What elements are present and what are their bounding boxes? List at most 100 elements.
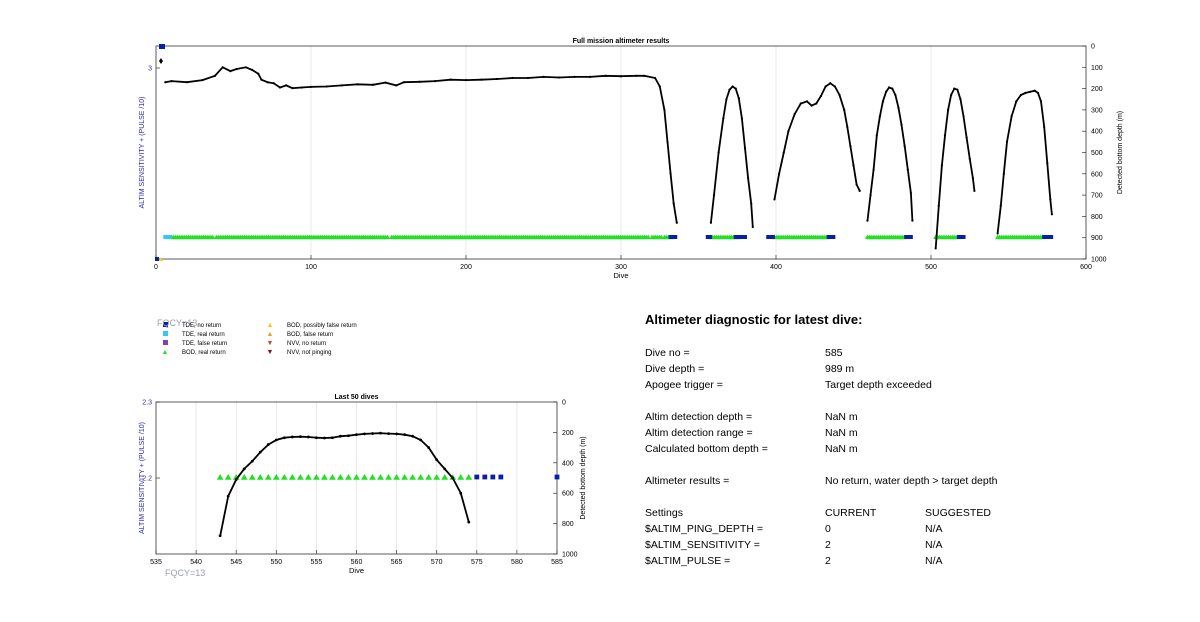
legend-item: TDE, real return xyxy=(160,331,225,339)
bottom-depth-point xyxy=(875,134,878,137)
bottom-depth-point xyxy=(810,104,813,107)
fqcy-label-bottom: FQCY=13 xyxy=(165,568,206,578)
y-right-tick-label: 400 xyxy=(1091,129,1103,136)
bottom-depth-point xyxy=(849,145,852,148)
bottom-depth-point xyxy=(443,467,447,471)
bottom-depth-point xyxy=(751,225,754,229)
tde-no-return-marker xyxy=(554,474,560,480)
legend-label: NVV, no return xyxy=(287,341,327,347)
legend: TDE, no return TDE, real return TDE, false… xyxy=(160,322,440,362)
bottom-depth-point xyxy=(325,85,328,88)
diag-value: No return, water depth > target depth xyxy=(825,475,998,487)
diag-label: Altim detection range = xyxy=(645,427,753,439)
bottom-depth-point xyxy=(1046,162,1049,165)
bod-real-return-marker xyxy=(465,473,473,480)
tde-no-return-marker xyxy=(482,474,488,480)
bottom-depth-point xyxy=(909,191,912,195)
diag-row-detection-range: Altim detection range = NaN m xyxy=(645,427,1165,441)
bod-real-return-marker xyxy=(216,473,224,480)
diagnostic-panel: Altimeter diagnostic for latest dive: Di… xyxy=(645,312,1165,612)
bottom-depth-point xyxy=(258,450,262,454)
settings-header: Settings CURRENT SUGGESTED xyxy=(645,507,1165,521)
bottom-depth-point xyxy=(884,90,888,93)
bottom-depth-point xyxy=(943,134,947,137)
bottom-depth-point xyxy=(403,433,407,437)
y-left-axis-label: ALTIM SENSITIVITY + (PULSE /10) xyxy=(139,97,146,209)
bottom-depth-point xyxy=(371,83,375,86)
bottom-depth-point xyxy=(962,115,965,118)
bottom-depth-point xyxy=(858,189,861,192)
y-right-tick-label: 1000 xyxy=(562,552,578,559)
bottom-depth-point xyxy=(903,145,906,148)
bottom-depth-point xyxy=(363,432,366,436)
bottom-depth-point xyxy=(888,86,891,89)
legend-label: BOD, false return xyxy=(287,332,334,338)
bottom-depth-point xyxy=(309,85,313,88)
tde-no-return-marker xyxy=(474,474,480,480)
legend-item: ▼ NVV, no return xyxy=(265,340,327,348)
bottom-depth-point xyxy=(737,97,740,100)
bottom-depth-point xyxy=(185,81,189,84)
bottom-depth-point xyxy=(1002,172,1005,175)
tde-no-return-marker xyxy=(490,474,496,480)
tde-no-return-marker xyxy=(1049,235,1054,239)
legend-item: TDE, false return xyxy=(160,340,227,348)
diag-value: 585 xyxy=(825,347,843,359)
tde-no-return-marker xyxy=(738,235,743,239)
x-tick-label: 400 xyxy=(770,264,782,271)
bottom-depth-point xyxy=(356,83,359,86)
y-right-tick-label: 800 xyxy=(562,521,574,528)
bottom-depth-point xyxy=(451,476,455,480)
bottom-depth-point xyxy=(787,130,790,133)
bottom-depth-point xyxy=(379,431,382,435)
tde-no-return-marker xyxy=(904,235,909,239)
x-axis-label: Dive xyxy=(349,566,364,575)
diagnostic-title: Altimeter diagnostic for latest dive: xyxy=(645,312,863,327)
bottom-depth-point xyxy=(495,77,499,81)
tde-no-return-marker xyxy=(670,235,675,239)
setting-suggested: N/A xyxy=(925,523,943,535)
tde-real-return-marker xyxy=(165,235,170,239)
x-tick-label: 600 xyxy=(1080,264,1092,271)
tde-no-return-marker xyxy=(1042,235,1047,239)
tde-no-return-marker xyxy=(1046,235,1051,239)
bod-real-return-marker xyxy=(369,473,376,480)
bod-real-return-marker xyxy=(313,473,320,480)
bottom-depth-point xyxy=(604,74,607,77)
bottom-depth-point xyxy=(226,494,230,498)
triangle-up-icon: ▲ xyxy=(161,349,169,356)
bottom-depth-point xyxy=(669,172,672,175)
bod-real-return-marker xyxy=(296,473,304,480)
tde-no-return-marker xyxy=(829,235,834,239)
bottom-depth-point xyxy=(1036,91,1040,94)
bottom-depth-point xyxy=(956,88,959,91)
y-left-axis-label: ALTIM SENSITIVITY + (PULSE /10) xyxy=(139,422,146,534)
bod-possibly-false-marker xyxy=(158,257,164,261)
bottom-depth-point xyxy=(734,87,737,90)
bottom-depth-point xyxy=(164,81,167,84)
tde-no-return-marker xyxy=(155,257,159,261)
x-tick-label: 545 xyxy=(230,559,242,566)
x-tick-label: 300 xyxy=(615,264,627,271)
bod-real-return-marker xyxy=(280,473,288,480)
bottom-depth-point xyxy=(819,94,823,98)
diag-label: Dive depth = xyxy=(645,363,705,375)
x-tick-label: 575 xyxy=(471,559,483,566)
bottom-depth-point xyxy=(1024,91,1027,94)
diag-value: Target depth exceeded xyxy=(825,379,932,391)
bottom-depth-point xyxy=(298,435,302,439)
bottom-depth-point xyxy=(619,75,623,78)
bottom-depth-point xyxy=(282,436,286,440)
y-right-tick-label: 800 xyxy=(1091,214,1103,221)
diag-row-dive-no: Dive no = 585 xyxy=(645,347,1165,361)
tde-no-return-marker xyxy=(668,235,673,239)
bottom-depth-point xyxy=(852,164,855,167)
bottom-depth-point xyxy=(300,86,303,89)
bod-real-return-marker xyxy=(272,473,280,480)
bottom-depth-point xyxy=(395,432,398,436)
bod-real-return-marker xyxy=(240,473,248,480)
bottom-depth-point xyxy=(201,78,204,82)
tde-no-return-marker xyxy=(831,235,836,239)
bottom-depth-point xyxy=(843,108,846,111)
bottom-depth-point xyxy=(257,72,260,75)
